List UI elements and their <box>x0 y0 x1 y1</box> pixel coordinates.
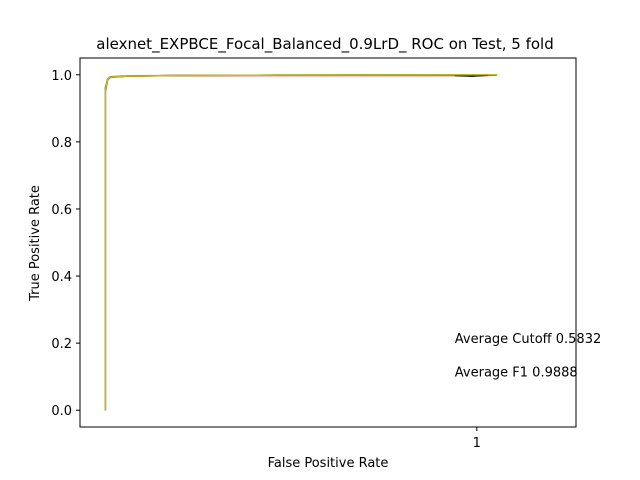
annotations: Average Cutoff 0.5832 Average F1 0.9888 <box>455 332 601 381</box>
roc-curve-fold-4 <box>104 74 498 411</box>
x-tick-label: 1 <box>473 436 481 451</box>
roc-curve-fold-2 <box>104 74 498 411</box>
x-axis-label: False Positive Rate <box>268 456 389 471</box>
plot-area <box>79 57 577 428</box>
annotation-1: Average Cutoff 0.5832 <box>455 332 601 347</box>
plot-frame <box>79 57 577 428</box>
series-layer <box>104 74 498 411</box>
roc-curve-fold-6 <box>104 74 498 411</box>
y-tick-label: 0.4 <box>51 270 72 285</box>
chart-title: alexnet_EXPBCE_Focal_Balanced_0.9LrD_ RO… <box>96 35 553 54</box>
y-tick-label: 0.0 <box>51 404 72 419</box>
y-axis-ticks: 0.0 0.2 0.4 0.6 0.8 1.0 <box>51 69 80 419</box>
y-axis-label: True Positive Rate <box>28 185 43 302</box>
x-axis-ticks: 1 <box>473 427 481 451</box>
annotation-2: Average F1 0.9888 <box>455 366 578 381</box>
y-tick-label: 0.2 <box>51 337 72 352</box>
roc-curve-fold-1 <box>104 74 498 411</box>
y-tick-label: 1.0 <box>51 69 72 84</box>
y-tick-label: 0.8 <box>51 136 72 151</box>
roc-curve-fold-3 <box>104 74 498 411</box>
y-tick-label: 0.6 <box>51 203 72 218</box>
